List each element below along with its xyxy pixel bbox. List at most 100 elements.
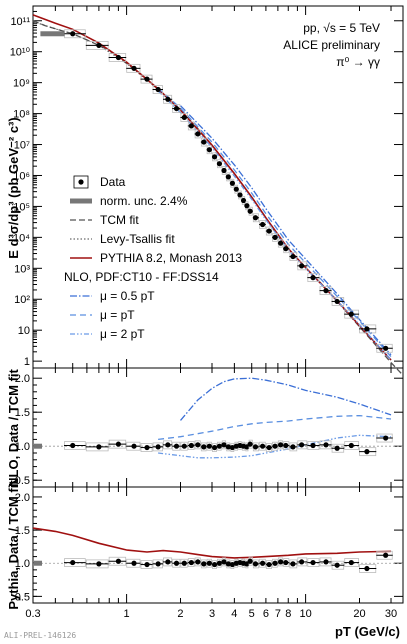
nlo-ratio-data-point <box>252 444 259 450</box>
pythia-ratio-panel: 0.5 1.0 1.5 2.0 0.3 1 2 3 4 5 6 7 8 10 20 30 Pythia, Dat… <box>6 480 404 639</box>
nlo-ratio-y-axis-label: NLO, Data / TCM fit <box>6 368 21 486</box>
pythia-ratio-data-point <box>201 561 207 567</box>
spectrum-y-tick-label: 10¹⁰ <box>10 47 31 59</box>
spectrum-data-point <box>237 192 243 198</box>
nlo-ratio-y-tick-label: 0.5 <box>15 475 30 487</box>
spectrum-y-tick-label: 10¹¹ <box>10 16 30 28</box>
pythia-ratio-data-point <box>323 559 329 565</box>
spectrum-data-point <box>283 246 289 252</box>
watermark: ALI-PREL-146126 <box>4 631 76 640</box>
annotation-block: pp, √s = 5 TeV ALICE preliminary π⁰ → γγ <box>283 21 380 69</box>
legend-swatch-data-box <box>73 175 89 189</box>
spectrum-data-point <box>272 234 278 240</box>
nlo-ratio-data-point <box>96 444 102 450</box>
nlo-ratio-data-point <box>348 442 354 449</box>
pythia-ratio-data-point <box>252 561 259 567</box>
pythia-ratio-data-point <box>247 558 253 564</box>
spectrum-y-tick-label: 10² <box>14 294 30 306</box>
annotation-system: pp, √s = 5 TeV <box>303 21 380 35</box>
nlo-ratio-data-point <box>290 444 296 450</box>
spectrum-y-tick-label: 10 <box>18 325 30 337</box>
spectrum-curve--2-pt <box>157 90 392 361</box>
spectrum-data-point <box>364 326 370 332</box>
nlo-ratio-data-point <box>165 442 171 448</box>
spectrum-curve-tcm-fit <box>32 20 404 376</box>
nlo-ratio-y-tick-label: 2.0 <box>15 373 30 385</box>
spectrum-data-point <box>155 86 161 93</box>
nlo-ratio-data-point <box>144 444 150 451</box>
x-axis-label: pT (GeV/c) <box>335 624 400 639</box>
spectrum-data-point <box>195 131 201 137</box>
spectrum-y-tick-label: 10⁵ <box>13 201 30 213</box>
nlo-ratio-data-point <box>383 435 389 441</box>
pythia-ratio-data-point <box>266 561 272 568</box>
spectrum-curve--0-5-pt <box>180 105 392 356</box>
spectrum-y-tick-label: 10⁴ <box>13 232 30 244</box>
spectrum-curve--pt <box>157 87 392 358</box>
spectrum-data-point <box>225 174 231 180</box>
spectrum-data-point <box>233 186 239 192</box>
nlo-ratio-data-point <box>323 442 329 448</box>
legend-label: Levy-Tsallis fit <box>100 232 175 246</box>
pythia-ratio-data-point <box>290 561 296 567</box>
pythia-ratio-data-point <box>173 560 180 566</box>
pythia-ratio-data-point <box>188 559 194 566</box>
nlo-ratio-data-point <box>131 443 137 449</box>
nlo-ratio-data-point <box>211 444 218 451</box>
pythia-ratio-data-point <box>364 565 370 572</box>
spectrum-data-point <box>70 31 76 37</box>
spectrum-y-tick-label: 10³ <box>14 263 30 275</box>
nlo-ratio-data-point <box>173 443 180 449</box>
nlo-ratio-data-point <box>155 444 161 450</box>
nlo-ratio-y-tick-label: 1.0 <box>15 441 30 453</box>
pythia-ratio-data-point <box>334 562 340 568</box>
spectrum-data-point <box>252 215 259 221</box>
spectrum-y-axis-label: E d³σ/dp³ (pb GeV⁻² c³) <box>6 117 21 258</box>
pythia-ratio-curve-pythia-8-2-monash-2013 <box>32 527 392 559</box>
nlo-ratio-data-point <box>364 449 370 455</box>
nlo-ratio-data-point <box>266 444 272 451</box>
pythia-ratio-data-point <box>310 559 316 566</box>
x-tick-label: 20 <box>353 608 365 620</box>
nlo-ratio-data-point <box>299 442 305 448</box>
nlo-ratio-curve--pt <box>158 414 392 441</box>
pythia-ratio-data-point <box>206 560 212 566</box>
spectrum-y-tick-label: 10⁶ <box>13 170 30 182</box>
spectrum-y-tick-label: 10⁸ <box>13 109 30 121</box>
legend-label: TCM fit <box>100 213 139 227</box>
nlo-ratio-data-point <box>278 442 284 448</box>
pythia-ratio-data-point <box>348 559 354 566</box>
nlo-ratio-data-point <box>201 444 207 450</box>
nlo-ratio-data-point <box>206 443 212 449</box>
spectrum-panel: 1 10 10² 10³ 10⁴ 10⁵ 10⁶ 10⁷ 10⁸ 10⁹ 10¹⁰ 10¹¹ E d³σ… <box>6 5 404 376</box>
nlo-ratio-data-point <box>259 443 266 449</box>
x-tick-label: 2 <box>177 608 183 620</box>
nlo-ratio-data-point <box>216 443 223 449</box>
spectrum-data-point <box>290 253 296 260</box>
pythia-ratio-data-point <box>216 560 223 566</box>
legend: Data norm. unc. 2.4% TCM fit Levy-Tsallis f… <box>64 175 242 341</box>
pythia-ratio-norm-unc-band <box>34 560 42 566</box>
nlo-ratio-curve--2-pt <box>158 434 392 459</box>
spectrum-data-point <box>181 114 187 121</box>
spectrum-data-point <box>334 298 340 305</box>
x-tick-label: 30 <box>385 608 397 620</box>
spectrum-data-point <box>259 221 266 228</box>
legend-label: μ = 2 pT <box>100 327 145 341</box>
spectrum-data-point <box>144 76 150 82</box>
annotation-collaboration: ALICE preliminary <box>283 38 380 52</box>
pythia-ratio-data-point <box>283 559 289 566</box>
spectrum-data-point <box>96 42 102 48</box>
pythia-ratio-y-tick-label: 1.0 <box>15 558 30 570</box>
nlo-ratio-data-point <box>188 442 194 449</box>
pythia-ratio-data-point <box>155 561 161 567</box>
pythia-ratio-data-point <box>195 559 201 565</box>
spectrum-norm-unc-band <box>40 31 65 37</box>
x-tick-label: 6 <box>263 608 269 620</box>
nlo-ratio-data-point <box>283 442 289 449</box>
spectrum-data-point <box>165 96 171 102</box>
x-tick-label: 3 <box>209 608 215 620</box>
spectrum-y-tick-label: 10⁷ <box>14 140 30 152</box>
pythia-ratio-data-point <box>383 552 389 558</box>
